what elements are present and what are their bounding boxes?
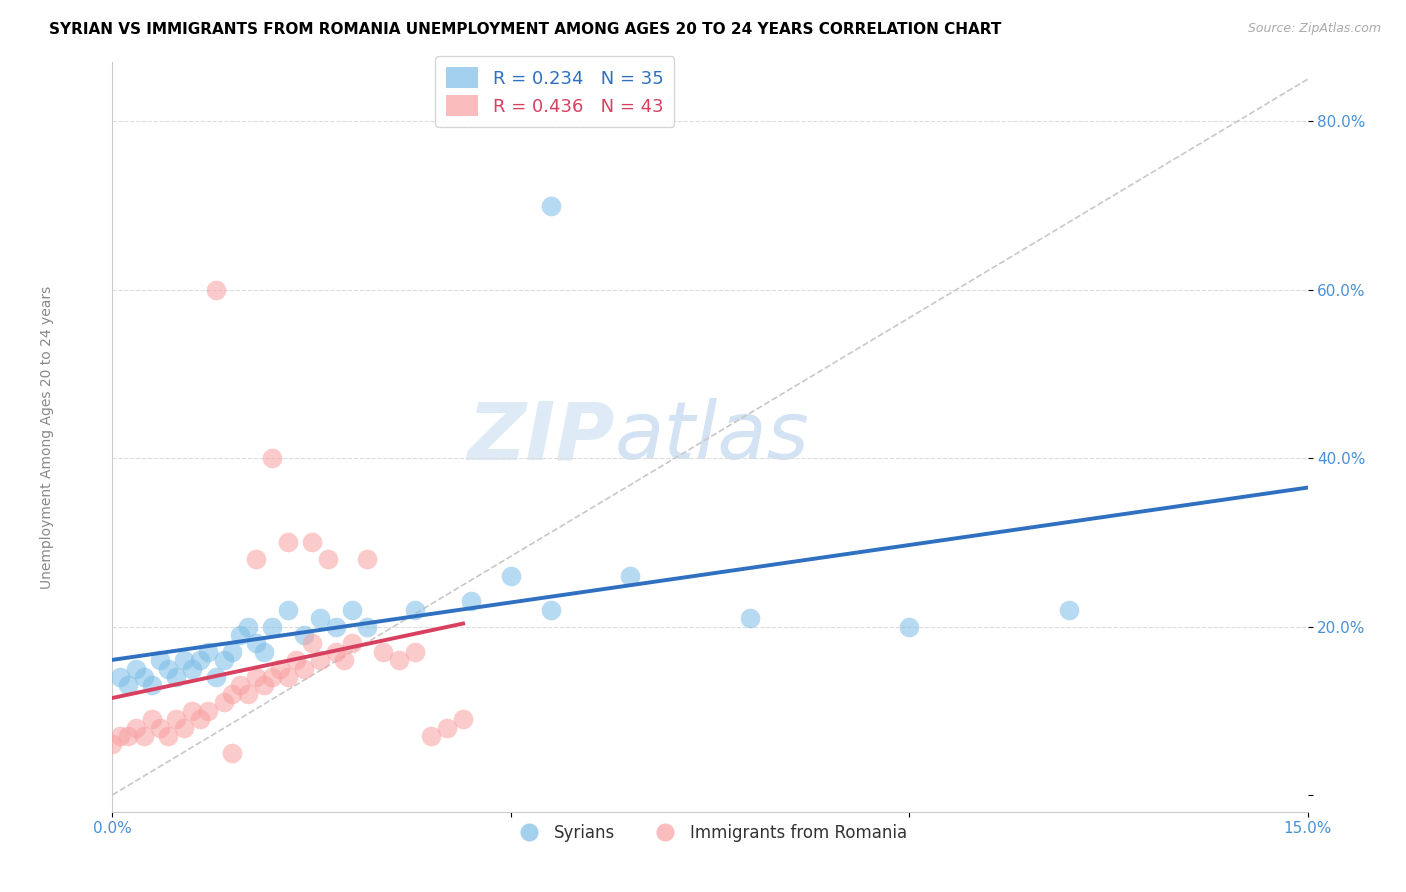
Point [134,729,156,743]
Point [125,721,148,735]
Point [125,662,148,676]
Point [451,712,474,726]
Point [236,619,259,633]
Point [101,737,124,751]
Point [404,602,426,616]
Point [277,602,299,616]
Point [229,678,252,692]
Point [356,619,378,633]
Point [308,653,330,667]
Point [356,552,378,566]
Point [212,653,235,667]
Text: SYRIAN VS IMMIGRANTS FROM ROMANIA UNEMPLOYMENT AMONG AGES 20 TO 24 YEARS CORRELA: SYRIAN VS IMMIGRANTS FROM ROMANIA UNEMPL… [49,22,1001,37]
Text: Unemployment Among Ages 20 to 24 years: Unemployment Among Ages 20 to 24 years [39,285,53,589]
Point [188,712,211,726]
Point [325,619,347,633]
Point [245,670,267,684]
Point [420,729,443,743]
Point [373,645,395,659]
Point [253,678,276,692]
Point [460,594,482,608]
Point [277,670,299,684]
Point [308,611,330,625]
Point [117,678,139,692]
Legend: Syrians, Immigrants from Romania: Syrians, Immigrants from Romania [506,817,914,848]
Point [540,602,562,616]
Point [197,645,219,659]
Point [301,535,323,549]
Point [157,729,180,743]
Point [165,712,187,726]
Point [340,602,363,616]
Text: Source: ZipAtlas.com: Source: ZipAtlas.com [1247,22,1381,36]
Point [221,746,243,760]
Point [284,653,307,667]
Point [260,670,283,684]
Point [340,636,363,650]
Point [181,662,204,676]
Point [292,628,315,642]
Point [236,687,259,701]
Point [205,283,228,297]
Point [157,662,180,676]
Point [212,695,235,709]
Point [165,670,187,684]
Point [292,662,315,676]
Point [221,687,243,701]
Point [173,721,195,735]
Point [404,645,426,659]
Point [253,645,276,659]
Point [197,704,219,718]
Point [436,721,458,735]
Point [499,569,522,583]
Point [301,636,323,650]
Point [540,198,562,212]
Point [245,552,267,566]
Point [229,628,252,642]
Text: atlas: atlas [614,398,810,476]
Point [141,678,163,692]
Point [332,653,354,667]
Point [221,645,243,659]
Point [898,619,921,633]
Point [110,670,132,684]
Point [141,712,163,726]
Point [1057,602,1080,616]
Point [738,611,761,625]
Point [325,645,347,659]
Point [260,619,283,633]
Point [110,729,132,743]
Point [188,653,211,667]
Point [181,704,204,718]
Point [149,721,172,735]
Point [149,653,172,667]
Point [205,670,228,684]
Point [316,552,339,566]
Point [134,670,156,684]
Point [245,636,267,650]
Point [619,569,641,583]
Point [269,662,291,676]
Point [117,729,139,743]
Point [388,653,411,667]
Point [260,451,283,466]
Point [173,653,195,667]
Text: ZIP: ZIP [467,398,614,476]
Point [277,535,299,549]
